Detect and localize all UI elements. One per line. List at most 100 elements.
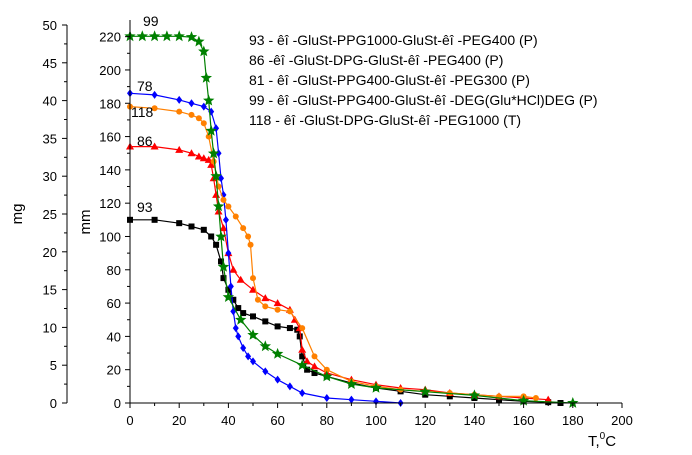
x-tick-label: 160 (513, 413, 535, 428)
y-left-tick-label: 35 (43, 131, 57, 146)
data-point (348, 395, 355, 404)
y-left-tick-label: 25 (43, 207, 57, 222)
data-point (419, 385, 431, 397)
series-line (130, 146, 549, 401)
data-point (150, 142, 159, 150)
y-left-tick-label: 30 (43, 169, 57, 184)
x-axis-title-sup: 0 (600, 431, 606, 442)
data-point (271, 347, 284, 359)
data-point (207, 147, 220, 159)
data-point (311, 353, 318, 360)
data-point (299, 389, 306, 398)
data-point (200, 120, 207, 127)
data-point (299, 325, 306, 332)
data-point (232, 324, 239, 333)
data-point (175, 145, 184, 153)
data-point (422, 391, 429, 398)
x-tick-label: 180 (562, 413, 584, 428)
data-point (303, 357, 312, 365)
y-right-tick-label: 200 (99, 63, 121, 78)
y-left-tick-label: 40 (43, 94, 57, 109)
data-point (176, 95, 183, 104)
data-point (274, 323, 281, 330)
data-point (311, 370, 318, 377)
data-point (185, 31, 198, 42)
data-point (225, 249, 232, 258)
data-point (254, 296, 261, 303)
data-point (151, 90, 158, 99)
data-point (151, 105, 158, 112)
data-point (296, 333, 303, 340)
y-axis-left-title: mg (9, 204, 26, 225)
data-point (250, 357, 256, 366)
y-right-tick-label: 100 (99, 229, 121, 244)
y-left-tick-label: 50 (43, 18, 57, 33)
y-right-tick-label: 40 (107, 329, 121, 344)
data-point (286, 308, 293, 315)
data-point (173, 30, 185, 42)
series-86 (126, 142, 553, 403)
y-left-tick-label: 10 (43, 320, 57, 335)
data-point (299, 353, 306, 360)
data-point (161, 30, 173, 42)
data-point (250, 275, 256, 282)
data-point (225, 286, 232, 293)
data-point (148, 30, 161, 42)
data-point (274, 306, 281, 313)
data-point (210, 170, 222, 182)
data-point (286, 325, 293, 332)
data-point (298, 345, 307, 353)
x-tick-label: 40 (221, 413, 235, 428)
data-point (188, 99, 195, 108)
data-point (471, 395, 478, 402)
curve-label-78: 78 (137, 78, 153, 94)
x-tick-label: 80 (320, 413, 334, 428)
data-point (240, 344, 247, 353)
y-left-tick-label: 45 (43, 56, 57, 71)
curve-labels: 99 78 118 86 93 (131, 13, 159, 215)
y-right-tick-label: 120 (99, 196, 121, 211)
data-point (250, 313, 256, 320)
data-point (274, 375, 281, 384)
data-point (273, 299, 282, 307)
y-left-tick-label: 20 (43, 245, 57, 260)
data-point (310, 362, 319, 370)
y-right-tick-label: 80 (107, 263, 121, 278)
data-point (235, 332, 242, 341)
data-point (205, 133, 212, 140)
curve-label-93: 93 (137, 199, 153, 215)
y-right-tick-label: 160 (99, 130, 121, 145)
data-point (205, 124, 217, 136)
data-point (245, 352, 252, 361)
data-point (193, 35, 205, 47)
data-point (203, 94, 215, 106)
data-point (195, 115, 202, 122)
y-right-tick-label: 180 (99, 96, 121, 111)
curve-label-86: 86 (137, 133, 153, 149)
data-point (496, 396, 502, 403)
data-point (262, 303, 269, 310)
data-point (199, 154, 208, 162)
data-point (207, 160, 216, 168)
data-point (370, 381, 382, 393)
curve-label-118: 118 (131, 104, 154, 120)
data-point (247, 329, 259, 340)
tick-labels: 0 20 40 60 80 100 120 140 160 180 2000510152025303… (43, 18, 633, 428)
legend-entry: 118 - êî -GluSt-DPG-GluSt-êî -PEG1000 (T… (249, 112, 521, 128)
y-right-tick-label: 220 (99, 30, 121, 45)
data-point (198, 45, 210, 57)
y-right-tick-label: 60 (107, 296, 121, 311)
series-78 (127, 89, 404, 407)
legend: 93 - êî -GluSt-PPG1000-GluSt-êî -PEG400 … (249, 32, 598, 128)
data-point (286, 382, 293, 391)
x-tick-label: 0 (126, 413, 133, 428)
data-point (240, 310, 247, 317)
data-point (245, 233, 252, 240)
data-point (262, 367, 269, 376)
data-point (210, 158, 217, 165)
data-point (304, 366, 311, 373)
data-point (468, 389, 481, 401)
data-point (249, 285, 257, 293)
x-tick-label: 120 (414, 413, 436, 428)
